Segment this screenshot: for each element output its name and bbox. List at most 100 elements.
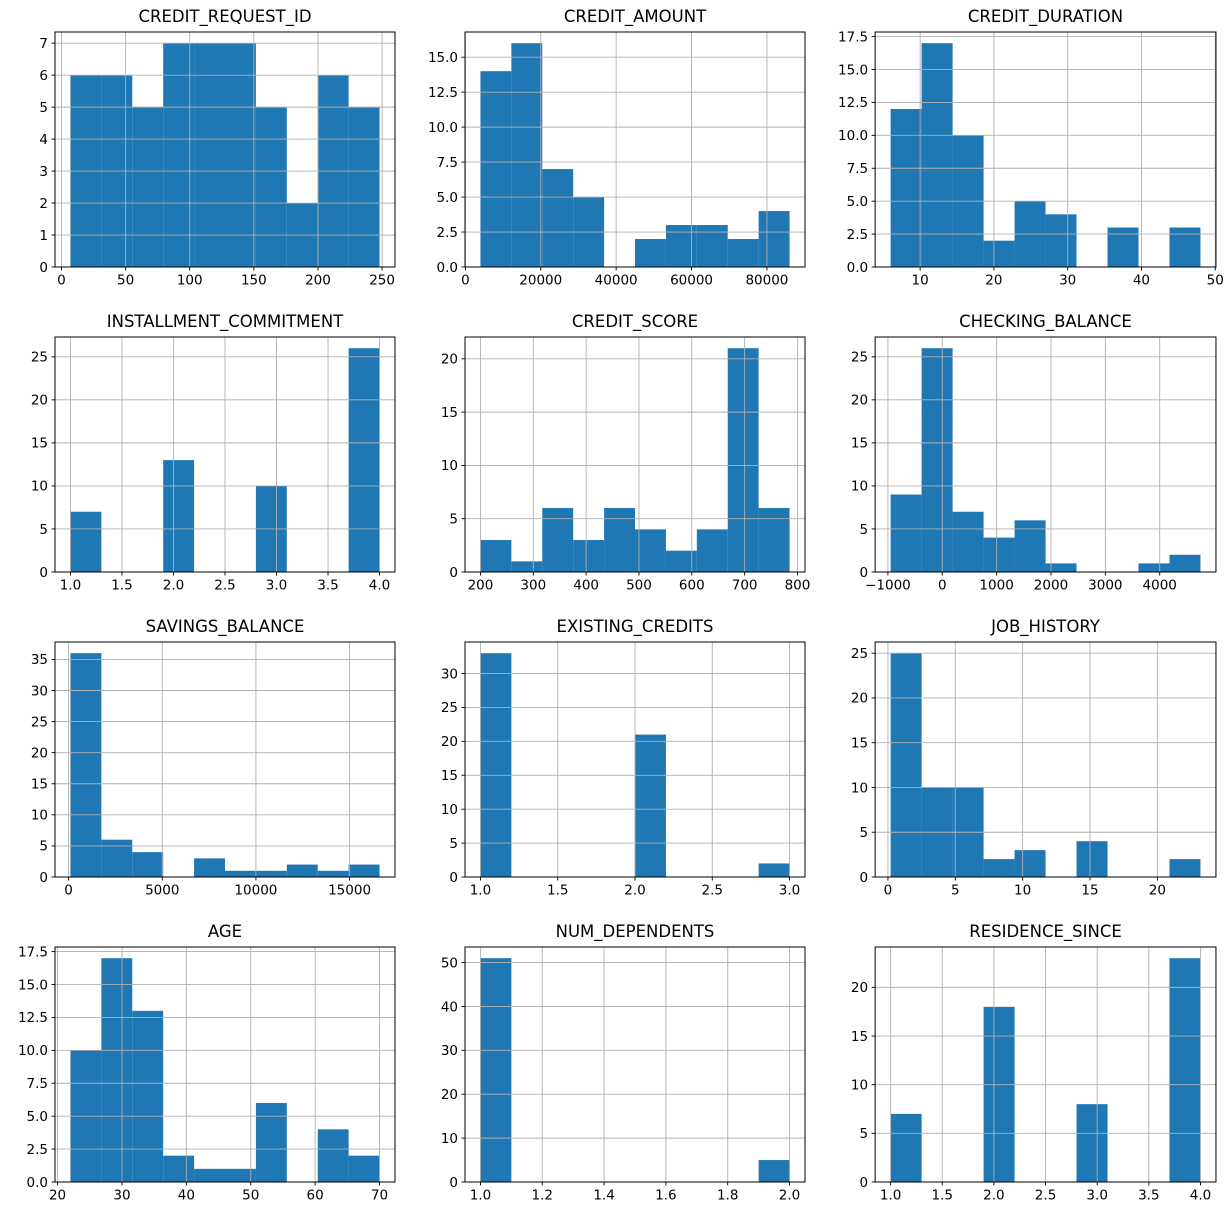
histogram-bar [665,550,697,572]
y-tick-label: 10.0 [18,1043,48,1059]
histogram-bar [542,508,574,572]
histogram-bar [696,529,728,572]
histogram-bar [635,529,666,572]
y-tick-label: 25 [851,646,868,662]
x-tick-label: 1.4 [593,1188,614,1204]
y-tick-label: 17.5 [18,944,48,960]
histogram-bar [1045,563,1077,572]
y-tick-label: 5 [39,100,48,116]
histogram-bar [480,540,512,572]
histogram-bar [890,1113,922,1182]
y-tick-label: 15 [441,768,458,784]
x-tick-label: 1000 [979,578,1013,594]
x-tick-label: 60 [307,1188,324,1204]
histogram-bar [348,864,380,877]
histogram-canvas: 0 5 10 15 20 0 5 10 15 20 25 [851,641,1217,899]
histogram-bar [70,511,102,572]
histogram-savings-balance: SAVINGS_BALANCE 0 5000 10000 15000 0 5 10 15 20 2… [0,610,410,915]
y-tick-label: 15 [851,1029,868,1045]
histogram-bar [480,653,512,877]
y-tick-label: 25 [31,714,48,730]
axes-spines [54,946,396,1183]
histogram-bar [727,239,759,267]
y-tick-label: 5.0 [27,1109,48,1125]
y-tick-label: 30 [441,1043,458,1059]
y-tick-label: 2.5 [437,225,458,241]
y-tick-label: 40 [441,999,458,1015]
axes-spines [464,641,806,878]
y-tick-label: 20 [851,393,868,409]
histogram-bar [480,71,512,268]
histogram-bar [194,43,225,267]
y-tick-label: 35 [31,652,48,668]
axes-spines [464,31,806,268]
y-tick-label: 7 [39,36,48,52]
x-tick-label: 10000 [234,883,277,899]
histogram-bar [511,43,543,267]
x-tick-label: 2.0 [163,578,184,594]
histogram-canvas: 1.0 1.2 1.4 1.6 1.8 2.0 0 10 20 30 40 50 [441,946,806,1204]
x-tick-label: 80000 [745,273,788,289]
x-tick-label: 4.0 [369,578,390,594]
axes-spines [464,336,806,573]
y-tick-label: 15 [851,736,868,752]
y-tick-label: 15.0 [428,50,458,66]
y-tick-label: 20 [851,980,868,996]
histogram-bar [1014,850,1046,877]
y-tick-label: 25 [31,350,48,366]
y-tick-label: 5.0 [437,190,458,206]
histogram-bar [132,1010,164,1182]
x-tick-label: 30 [1059,273,1076,289]
x-tick-label: 2.0 [983,1188,1005,1204]
x-tick-label: 1.0 [880,1188,902,1204]
histogram-bar [1107,227,1139,267]
histogram-bar [348,348,380,572]
histogram-bar [1076,1104,1108,1182]
histogram-credit-duration: CREDIT_DURATION 10 20 30 40 50 0.0 2.5 5.0 7.5 10… [820,0,1231,305]
y-tick-label: 30 [441,666,458,682]
histogram-bar [480,958,512,1182]
histogram-canvas: 1.0 1.5 2.0 2.5 3.0 3.5 4.0 0 5 10 15 20 25 [31,336,396,594]
histogram-bar [983,1006,1015,1182]
x-tick-label: 1.0 [60,578,81,594]
y-tick-label: 5 [449,512,458,528]
y-tick-label: 15 [31,436,48,452]
x-tick-label: 50 [117,273,134,289]
histogram-bar [696,225,728,267]
x-tick-label: 70 [371,1188,388,1204]
histogram-bar [348,1155,380,1182]
histogram-credit-score: CREDIT_SCORE 200 300 400 500 600 700 800 0 5 10 15… [410,305,820,610]
x-tick-label: 60000 [670,273,713,289]
x-tick-label: 2.0 [779,1188,800,1204]
histogram-job-history: JOB_HISTORY 0 5 10 15 20 0 5 10 15 20 25 [820,610,1231,915]
x-tick-label: 3.0 [266,578,287,594]
x-tick-label: 4000 [1143,578,1177,594]
plot-title: CHECKING_BALANCE [959,312,1132,331]
x-tick-label: 20000 [519,273,562,289]
axes-spines [464,946,806,1183]
x-tick-label: 5 [951,883,960,899]
plot-title: CREDIT_AMOUNT [563,7,707,26]
histogram-existing-credits: EXISTING_CREDITS 1.0 1.5 2.0 2.5 3.0 0 5 10 15 20… [410,610,820,915]
x-tick-label: 3.5 [1138,1188,1160,1204]
histogram-bar [1014,520,1046,572]
x-tick-label: 20 [49,1188,66,1204]
x-tick-label: 1.2 [532,1188,553,1204]
x-tick-label: 0 [57,273,66,289]
y-tick-label: 0 [39,260,48,276]
y-tick-label: 1 [39,228,48,244]
histogram-bar [727,348,759,572]
x-tick-label: 15000 [328,883,371,899]
y-tick-label: 4 [39,132,48,148]
histogram-num-dependents: NUM_DEPENDENTS 1.0 1.2 1.4 1.6 1.8 2.0 0 10 20 30… [410,915,820,1220]
plot-title: AGE [207,922,243,941]
plot-title: RESIDENCE_SINCE [969,922,1122,941]
histogram-age: AGE 20 30 40 50 60 70 0.0 2.5 5.0 7.5 10.0 12.5 15.0… [0,915,410,1220]
histogram-bar [758,863,790,877]
y-tick-label: 0 [860,870,869,886]
axes-spines [54,31,396,268]
x-tick-label: 1.0 [470,1188,491,1204]
y-tick-label: 10 [851,780,868,796]
